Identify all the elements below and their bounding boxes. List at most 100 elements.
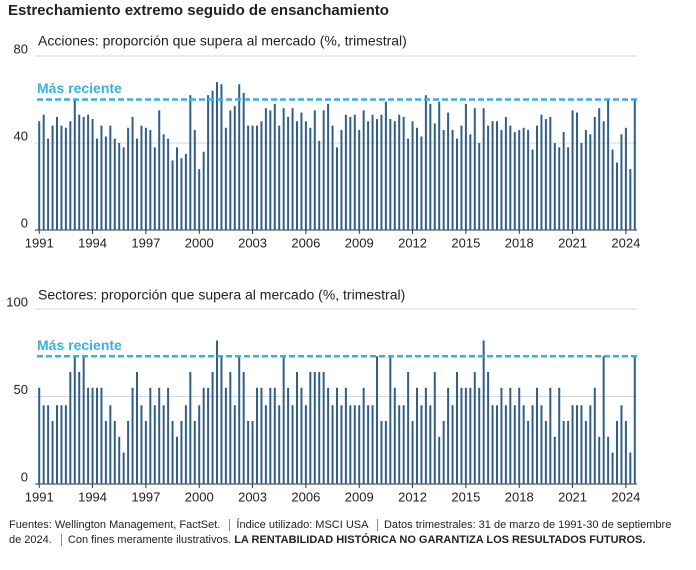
bar <box>367 121 370 230</box>
bar <box>340 405 343 484</box>
bar <box>531 405 534 484</box>
bar <box>376 356 378 484</box>
bar <box>69 121 72 230</box>
bar <box>460 125 463 230</box>
bar <box>460 387 463 484</box>
bar <box>487 372 490 484</box>
bar <box>407 372 410 484</box>
bar <box>429 405 432 484</box>
bar <box>176 436 178 484</box>
bar <box>576 112 578 230</box>
bar <box>82 116 85 230</box>
bar <box>340 129 343 230</box>
x-tick-label: 2015 <box>451 235 480 250</box>
bar <box>296 372 298 484</box>
bar <box>496 405 498 484</box>
bar <box>87 114 90 230</box>
bar <box>73 99 76 230</box>
bar <box>42 405 45 484</box>
bar <box>589 405 592 484</box>
bar <box>96 138 98 230</box>
bar <box>571 110 574 230</box>
chart: Estrechamiento extremo seguido de ensanc… <box>6 2 640 504</box>
bar <box>136 138 138 230</box>
bar <box>260 121 263 230</box>
x-tick-label: 2015 <box>451 489 480 504</box>
bar <box>51 125 54 230</box>
bar <box>233 405 236 484</box>
bar <box>438 101 441 230</box>
bar <box>371 114 374 230</box>
bar <box>256 387 258 484</box>
bar <box>220 84 223 231</box>
bar <box>580 143 583 230</box>
bar <box>158 387 161 484</box>
subtitle: Sectores: proporción que supera al merca… <box>38 287 405 303</box>
bar <box>47 138 50 230</box>
bar <box>176 147 178 230</box>
bar <box>620 405 623 484</box>
bar <box>611 149 614 230</box>
bar <box>56 116 58 230</box>
bar <box>144 127 147 230</box>
bar <box>402 116 405 230</box>
bar <box>416 387 418 484</box>
bar <box>469 387 472 484</box>
bar <box>184 405 187 484</box>
bar <box>51 421 54 484</box>
bar <box>38 121 41 230</box>
bar <box>380 114 383 230</box>
bar <box>202 151 205 230</box>
bar <box>580 405 583 484</box>
bar <box>513 405 516 484</box>
bar <box>158 110 161 230</box>
bar <box>73 356 76 484</box>
reference-label: Más reciente <box>37 80 122 96</box>
bar <box>327 103 330 230</box>
bar <box>278 125 281 230</box>
bar <box>287 387 290 484</box>
bar <box>416 127 418 230</box>
x-tick-label: 2006 <box>291 235 320 250</box>
chart-title: Estrechamiento extremo seguido de ensanc… <box>8 2 389 19</box>
bar <box>189 95 192 231</box>
bar <box>398 405 401 484</box>
bar <box>393 387 396 484</box>
bar <box>589 134 592 230</box>
bar <box>629 452 632 484</box>
bar <box>567 421 570 484</box>
bar <box>531 149 534 230</box>
bar <box>584 129 587 230</box>
bar <box>42 114 45 230</box>
bar <box>91 387 94 484</box>
bar <box>96 387 98 484</box>
bar <box>611 452 614 484</box>
bar <box>491 405 494 484</box>
bar <box>358 405 361 484</box>
bar <box>402 405 405 484</box>
x-tick-label: 2021 <box>558 489 587 504</box>
x-tick-label: 2003 <box>238 235 267 250</box>
bar <box>309 127 312 230</box>
bar <box>344 387 347 484</box>
bar <box>616 162 618 230</box>
bar <box>411 421 414 484</box>
separator <box>376 519 378 531</box>
bar <box>598 436 601 484</box>
bar <box>100 125 103 230</box>
bar <box>451 405 454 484</box>
bar <box>322 372 325 484</box>
y-tick-label: 100 <box>6 294 28 309</box>
bar <box>287 116 290 230</box>
bar <box>198 405 201 484</box>
y-tick-label: 40 <box>14 128 28 143</box>
bar <box>220 356 223 484</box>
bar <box>420 405 423 484</box>
bar <box>251 125 254 230</box>
bar <box>380 421 383 484</box>
bar <box>144 421 147 484</box>
bar <box>593 387 596 484</box>
bar <box>433 372 436 484</box>
bar <box>269 387 272 484</box>
bar <box>331 405 334 484</box>
